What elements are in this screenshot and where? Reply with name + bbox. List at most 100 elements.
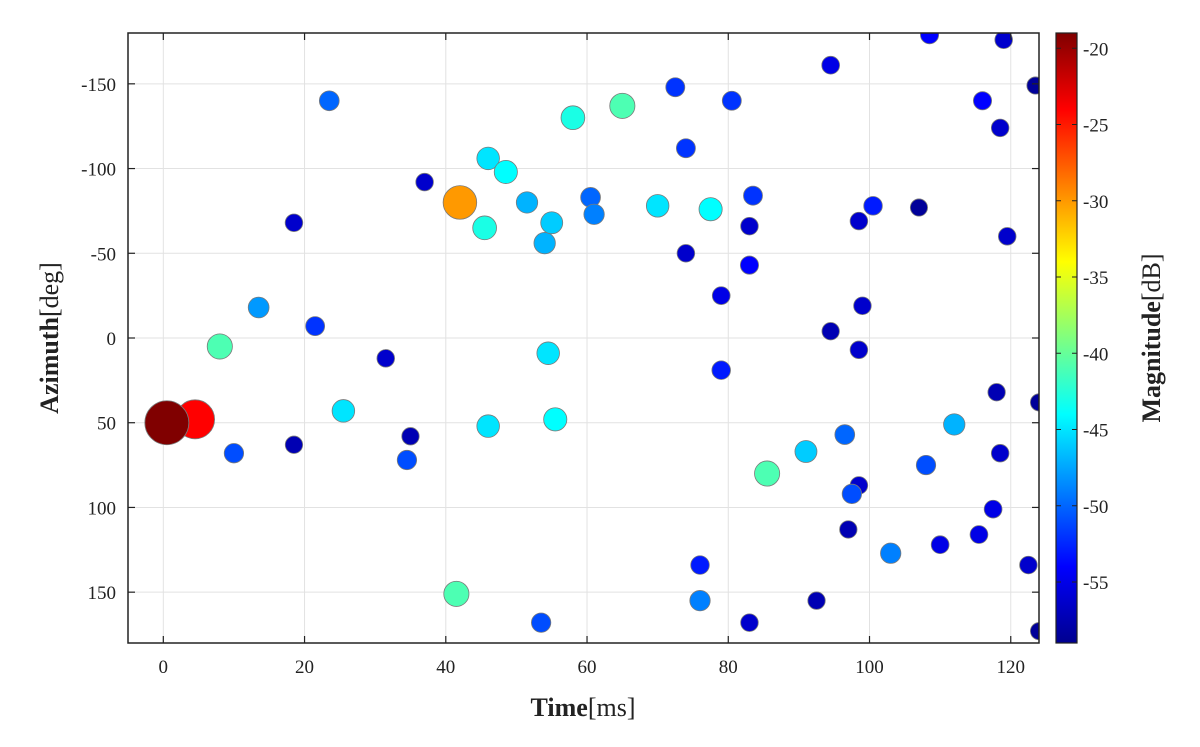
data-point	[973, 91, 993, 111]
data-point	[284, 435, 304, 454]
data-point	[376, 349, 395, 368]
data-point	[754, 460, 781, 487]
data-point	[540, 211, 564, 235]
data-point	[998, 227, 1017, 246]
data-point	[834, 424, 856, 445]
data-point	[536, 341, 560, 365]
data-point	[821, 322, 840, 341]
data-point	[839, 520, 858, 539]
data-point	[515, 191, 539, 214]
data-point	[915, 454, 937, 476]
colorbar-tick-label: -55	[1083, 573, 1108, 594]
data-point	[476, 146, 500, 171]
y-tick-label: 50	[97, 414, 116, 435]
colorbar-ticks: -20 -25 -30 -35 -40 -45 -50 -55	[1056, 39, 1108, 594]
data-points	[144, 33, 1039, 641]
data-point	[1030, 393, 1039, 412]
data-point	[645, 194, 670, 218]
data-point	[743, 185, 763, 206]
data-point	[841, 483, 862, 504]
y-tick-label: 150	[88, 583, 117, 604]
data-point	[740, 216, 759, 236]
data-point	[689, 590, 711, 612]
y-tick-label: -100	[81, 160, 116, 181]
data-point	[1019, 555, 1038, 575]
data-point	[665, 77, 686, 98]
data-point	[144, 400, 190, 446]
data-point	[543, 407, 568, 432]
y-tick-label: 0	[107, 329, 117, 350]
x-tick-label: 0	[159, 657, 169, 678]
data-point	[721, 90, 742, 111]
colorbar-tick-label: -20	[1083, 39, 1108, 60]
data-point	[983, 499, 1003, 519]
data-point	[794, 440, 818, 463]
data-point	[1030, 622, 1039, 641]
data-point	[690, 555, 710, 575]
y-axis-ticks: -150 -100 -50 0 50 100 150	[81, 75, 1039, 604]
y-tick-label: 100	[88, 498, 117, 519]
data-point	[206, 333, 233, 360]
data-point	[560, 105, 586, 131]
colorbar-tick-label: -45	[1083, 421, 1108, 442]
colorbar-tick-label: -30	[1083, 192, 1108, 213]
data-point	[807, 591, 826, 610]
data-point	[853, 296, 872, 316]
y-tick-label: -150	[81, 75, 116, 96]
grid-lines	[128, 33, 1039, 643]
data-point	[676, 244, 696, 263]
data-point	[331, 399, 356, 423]
colorbar	[1055, 32, 1078, 644]
data-point	[247, 296, 270, 319]
data-point	[987, 383, 1006, 402]
data-point	[969, 525, 989, 544]
data-point	[415, 172, 434, 192]
data-point	[698, 197, 723, 222]
colorbar-tick-label: -35	[1083, 268, 1108, 289]
data-point	[675, 138, 696, 159]
data-point	[1026, 76, 1039, 95]
data-point	[880, 542, 902, 564]
data-point	[318, 90, 340, 112]
data-point	[990, 444, 1010, 463]
data-point	[909, 198, 928, 217]
data-point	[920, 33, 940, 45]
data-point	[863, 196, 883, 216]
x-tick-label: 60	[578, 657, 597, 678]
x-tick-label: 20	[295, 657, 314, 678]
y-axis-label: Azimuth[deg]	[35, 262, 64, 414]
x-tick-label: 40	[436, 657, 455, 678]
data-point	[223, 443, 245, 464]
x-tick-label: 120	[997, 657, 1026, 678]
colorbar-label: Magnitude[dB]	[1137, 253, 1166, 422]
data-point	[739, 255, 759, 275]
colorbar-tick-label: -50	[1083, 497, 1108, 518]
colorbar-tick-label: -40	[1083, 344, 1108, 365]
x-tick-label: 100	[855, 657, 884, 678]
data-point	[711, 360, 731, 380]
data-point	[476, 414, 500, 438]
data-point	[994, 33, 1013, 49]
data-point	[443, 580, 470, 607]
data-point	[472, 215, 497, 241]
data-point	[401, 427, 420, 446]
data-point	[609, 92, 636, 119]
data-point	[396, 449, 418, 471]
data-point	[711, 286, 731, 305]
colorbar-tick-label: -25	[1083, 116, 1108, 137]
data-point	[531, 612, 552, 633]
x-axis-ticks: 0 20 40 60 80 100 120	[159, 33, 1025, 678]
data-point	[305, 316, 326, 337]
x-tick-label: 80	[719, 657, 738, 678]
data-point	[740, 613, 759, 632]
data-point	[990, 118, 1010, 138]
data-point	[284, 213, 304, 232]
y-tick-label: -50	[91, 244, 116, 265]
data-point	[493, 159, 518, 184]
x-axis-label: Time[ms]	[531, 693, 636, 722]
data-point	[849, 211, 869, 231]
data-point	[821, 55, 840, 75]
data-point	[943, 413, 966, 436]
data-point	[930, 535, 950, 555]
